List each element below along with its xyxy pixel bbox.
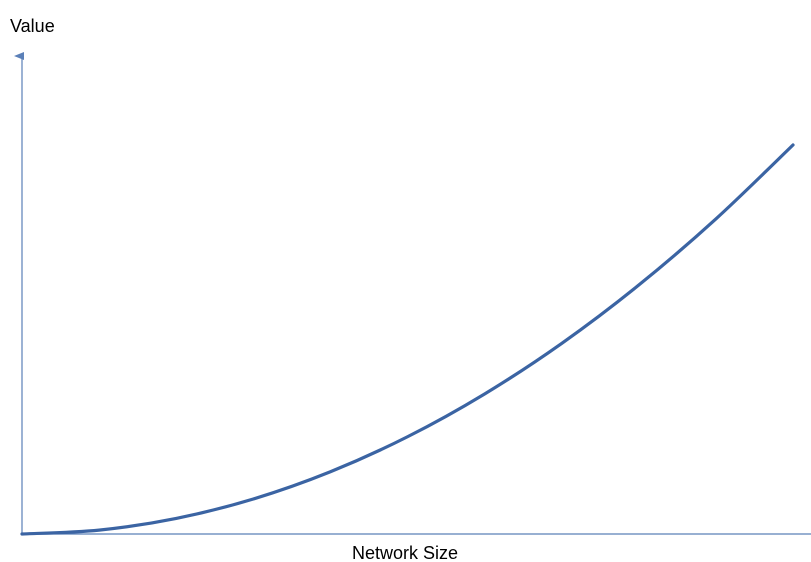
series-group bbox=[20, 143, 795, 536]
y-axis-label: Value bbox=[10, 16, 55, 36]
series-line bbox=[20, 143, 795, 536]
x-axis-label: Network Size bbox=[352, 543, 458, 562]
